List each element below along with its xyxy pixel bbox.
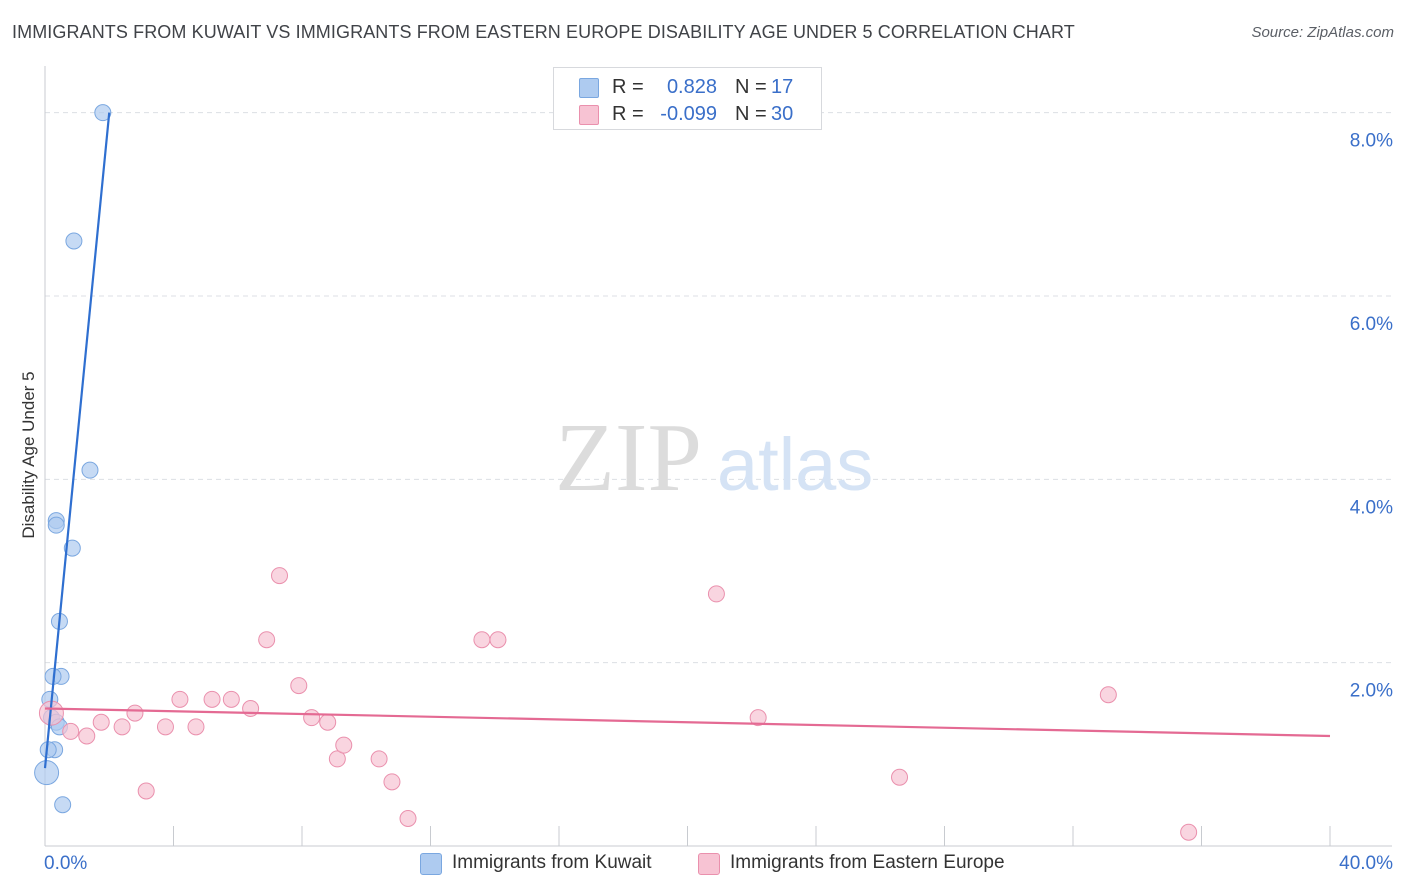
eastern-europe-point: [319, 713, 337, 731]
trend-layer: [43, 112, 1331, 769]
eastern-europe-swatch: [579, 105, 599, 125]
eastern-europe-point: [489, 631, 507, 649]
eastern-europe-point: [92, 713, 110, 731]
eastern-europe-point: [1099, 686, 1117, 704]
eastern-europe-point: [328, 750, 346, 768]
eastern-europe-point: [303, 709, 321, 727]
source-label: Source: ZipAtlas.com: [1251, 24, 1394, 41]
n-label: N =: [735, 76, 767, 98]
eastern-europe-point: [203, 690, 221, 708]
eastern-europe-point: [126, 704, 144, 722]
eastern-europe-point: [156, 718, 174, 736]
kuwait-legend-label: Immigrants from Kuwait: [452, 852, 652, 873]
kuwait-trend-line: [43, 112, 111, 769]
y-axis-label: Disability Age Under 5: [19, 371, 38, 538]
eastern-europe-point: [62, 722, 80, 740]
eastern-europe-point: [271, 567, 289, 585]
eastern-europe-point: [891, 768, 909, 786]
watermark-atlas: atlas: [717, 423, 873, 506]
y-tick-label: 2.0%: [1350, 681, 1393, 702]
eastern-europe-point: [171, 690, 189, 708]
eastern-europe-point: [473, 631, 491, 649]
stats-legend: R = 0.828 N = 17 R = -0.099 N = 30: [553, 67, 822, 130]
eastern-europe-point: [290, 677, 308, 695]
eastern-europe-point: [137, 782, 155, 800]
r-label: R =: [612, 76, 644, 98]
kuwait-point: [94, 104, 112, 122]
watermark: ZIP atlas: [555, 404, 873, 512]
kuwait-swatch: [579, 78, 599, 98]
series-legend: Immigrants from Kuwait Immigrants from E…: [0, 852, 1406, 878]
watermark-zip: ZIP: [555, 404, 702, 512]
r-label: R =: [612, 103, 644, 125]
y-tick-label: 6.0%: [1350, 314, 1393, 335]
labels-layer: 2.0% 4.0% 6.0% 8.0% 0.0% 40.0%: [44, 131, 1393, 874]
eastern-europe-point: [399, 810, 417, 827]
eastern-europe-point: [78, 727, 96, 745]
eastern-europe-point: [187, 718, 205, 736]
eastern-europe-point: [370, 750, 388, 768]
eastern-europe-point: [222, 690, 240, 708]
grid-layer: [45, 112, 1392, 664]
kuwait-point: [81, 461, 99, 479]
x-tick-label: 0.0%: [44, 853, 87, 874]
eastern-europe-legend-label: Immigrants from Eastern Europe: [730, 852, 1005, 873]
chart-title: IMMIGRANTS FROM KUWAIT VS IMMIGRANTS FRO…: [12, 22, 1075, 42]
eastern-europe-point: [749, 709, 767, 727]
kuwait-point: [34, 760, 60, 786]
r-value: 0.828: [666, 76, 717, 98]
eastern-europe-point: [335, 736, 353, 754]
n-value: 30: [771, 103, 794, 125]
kuwait-legend-swatch: [420, 853, 442, 875]
n-label: N =: [735, 103, 767, 125]
points-layer: [34, 104, 1198, 841]
eastern-europe-point: [258, 631, 276, 649]
y-tick-label: 8.0%: [1350, 131, 1393, 152]
eastern-europe-point: [383, 773, 401, 791]
kuwait-point: [63, 539, 81, 557]
eastern-europe-point: [707, 585, 725, 603]
eastern-europe-point: [113, 718, 131, 736]
eastern-europe-legend-swatch: [698, 853, 720, 875]
eastern-europe-point: [1180, 823, 1198, 841]
eastern-europe-trend-line: [44, 707, 1331, 738]
x-tick-label: 40.0%: [1339, 853, 1393, 874]
r-value: -0.099: [660, 103, 717, 125]
kuwait-point: [54, 796, 72, 814]
kuwait-point: [47, 516, 65, 534]
y-tick-label: 4.0%: [1350, 497, 1393, 518]
n-value: 17: [771, 76, 794, 98]
kuwait-point: [65, 232, 83, 250]
